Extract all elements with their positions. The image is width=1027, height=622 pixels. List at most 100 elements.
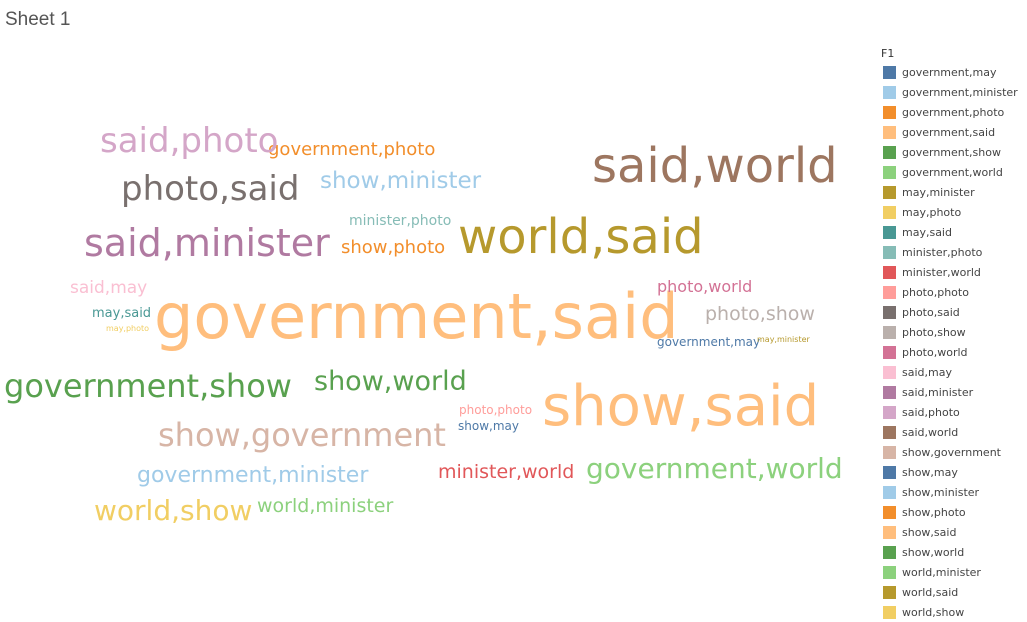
legend-item-government-show[interactable]: government,show	[881, 142, 1027, 162]
legend-label: world,show	[902, 605, 965, 619]
legend-item-show-world[interactable]: show,world	[881, 542, 1027, 562]
legend-swatch	[883, 245, 896, 259]
legend-item-government-world[interactable]: government,world	[881, 162, 1027, 182]
cloud-word-may-minister[interactable]: may,minister	[757, 335, 811, 344]
legend-label: photo,photo	[902, 285, 969, 299]
word-cloud: government,may government,minister governm…	[4, 121, 843, 527]
legend-item-show-may[interactable]: show,may	[881, 462, 1027, 482]
legend-label: may,minister	[902, 185, 975, 199]
cloud-word-minister-world[interactable]: minister,world	[438, 461, 574, 483]
legend-item-world-minister[interactable]: world,minister	[881, 562, 1027, 582]
legend-swatch	[883, 425, 896, 439]
legend-item-photo-photo[interactable]: photo,photo	[881, 282, 1027, 302]
cloud-word-photo-photo[interactable]: photo,photo	[459, 403, 532, 417]
legend-label: said,minister	[902, 385, 974, 399]
cloud-word-show-may[interactable]: show,may	[458, 419, 519, 433]
cloud-word-may-photo[interactable]: may,photo	[106, 324, 149, 333]
cloud-word-government-may[interactable]: government,may	[657, 335, 760, 349]
legend-label: photo,said	[902, 305, 960, 319]
legend-label: government,world	[902, 165, 1003, 179]
legend-label: may,photo	[902, 205, 962, 219]
legend-item-government-said[interactable]: government,said	[881, 122, 1027, 142]
legend-item-show-minister[interactable]: show,minister	[881, 482, 1027, 502]
legend-item-may-said[interactable]: may,said	[881, 222, 1027, 242]
legend-item-may-photo[interactable]: may,photo	[881, 202, 1027, 222]
legend-item-may-minister[interactable]: may,minister	[881, 182, 1027, 202]
legend-label: show,said	[902, 525, 957, 539]
legend-label: show,government	[902, 445, 1001, 459]
legend-item-show-government[interactable]: show,government	[881, 442, 1027, 462]
legend-swatch	[883, 185, 896, 199]
legend: F1 government,may government,minister gove…	[881, 46, 1027, 622]
legend-label: world,minister	[902, 565, 981, 579]
legend-swatch	[883, 565, 896, 579]
legend-swatch	[883, 145, 896, 159]
legend-label: said,may	[902, 365, 952, 379]
cloud-word-photo-world[interactable]: photo,world	[657, 277, 752, 296]
legend-item-photo-said[interactable]: photo,said	[881, 302, 1027, 322]
legend-swatch	[883, 385, 896, 399]
legend-item-government-photo[interactable]: government,photo	[881, 102, 1027, 122]
legend-swatch	[883, 405, 896, 419]
legend-swatch	[883, 325, 896, 339]
legend-swatch	[883, 545, 896, 559]
legend-label: world,said	[902, 585, 959, 599]
legend-label: government,photo	[902, 105, 1005, 119]
legend-item-minister-photo[interactable]: minister,photo	[881, 242, 1027, 262]
cloud-word-government-world[interactable]: government,world	[586, 452, 843, 485]
legend-item-minister-world[interactable]: minister,world	[881, 262, 1027, 282]
legend-label: photo,world	[902, 345, 968, 359]
legend-swatch	[883, 125, 896, 139]
legend-item-said-minister[interactable]: said,minister	[881, 382, 1027, 402]
cloud-word-show-government[interactable]: show,government	[158, 416, 446, 454]
cloud-word-world-said[interactable]: world,said	[458, 209, 704, 265]
cloud-word-photo-show[interactable]: photo,show	[705, 303, 815, 325]
cloud-word-may-said[interactable]: may,said	[92, 306, 151, 321]
cloud-word-government-minister[interactable]: government,minister	[137, 463, 369, 488]
legend-item-photo-show[interactable]: photo,show	[881, 322, 1027, 342]
legend-label: government,show	[902, 145, 1001, 159]
legend-item-government-may[interactable]: government,may	[881, 62, 1027, 82]
legend-swatch	[883, 65, 896, 79]
legend-swatch	[883, 505, 896, 519]
legend-item-government-minister[interactable]: government,minister	[881, 82, 1027, 102]
legend-item-said-photo[interactable]: said,photo	[881, 402, 1027, 422]
legend-label: said,world	[902, 425, 959, 439]
cloud-word-said-minister[interactable]: said,minister	[84, 221, 330, 265]
cloud-word-minister-photo[interactable]: minister,photo	[349, 213, 451, 229]
cloud-word-show-world[interactable]: show,world	[314, 366, 467, 397]
cloud-word-show-photo[interactable]: show,photo	[341, 237, 445, 258]
cloud-word-said-world[interactable]: said,world	[592, 138, 838, 194]
legend-label: said,photo	[902, 405, 960, 419]
cloud-word-show-said[interactable]: show,said	[542, 374, 819, 439]
cloud-word-show-minister[interactable]: show,minister	[320, 168, 482, 194]
cloud-word-government-said[interactable]: government,said	[154, 280, 679, 353]
cloud-word-government-show[interactable]: government,show	[4, 367, 292, 405]
legend-swatch	[883, 445, 896, 459]
legend-item-world-said[interactable]: world,said	[881, 582, 1027, 602]
legend-swatch	[883, 105, 896, 119]
legend-swatch	[883, 305, 896, 319]
cloud-word-said-photo[interactable]: said,photo	[100, 121, 278, 161]
cloud-word-government-photo[interactable]: government,photo	[268, 139, 435, 160]
legend-item-said-may[interactable]: said,may	[881, 362, 1027, 382]
cloud-word-said-may[interactable]: said,may	[70, 278, 147, 298]
legend-label: photo,show	[902, 325, 966, 339]
legend-item-world-show[interactable]: world,show	[881, 602, 1027, 622]
legend-label: show,minister	[902, 485, 980, 499]
legend-label: minister,photo	[902, 245, 983, 259]
legend-swatch	[883, 485, 896, 499]
legend-item-show-photo[interactable]: show,photo	[881, 502, 1027, 522]
cloud-word-world-minister[interactable]: world,minister	[257, 495, 394, 517]
legend-item-said-world[interactable]: said,world	[881, 422, 1027, 442]
legend-swatch	[883, 345, 896, 359]
legend-swatch	[883, 465, 896, 479]
legend-item-photo-world[interactable]: photo,world	[881, 342, 1027, 362]
legend-swatch	[883, 165, 896, 179]
cloud-word-world-show[interactable]: world,show	[94, 494, 252, 527]
legend-swatch	[883, 285, 896, 299]
legend-item-show-said[interactable]: show,said	[881, 522, 1027, 542]
legend-swatch	[883, 605, 896, 619]
cloud-word-photo-said[interactable]: photo,said	[121, 169, 299, 209]
legend-swatch	[883, 205, 896, 219]
